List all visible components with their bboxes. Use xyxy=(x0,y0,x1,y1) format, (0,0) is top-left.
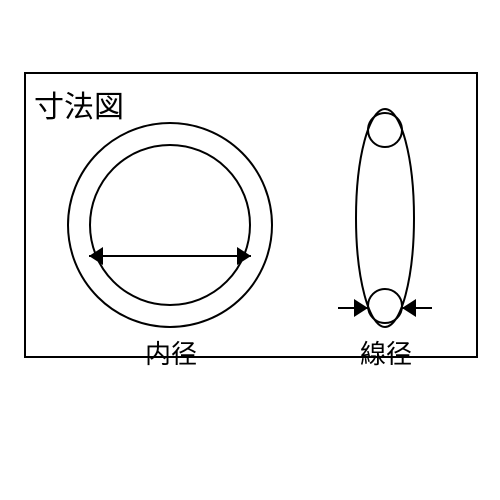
side-section-top-icon xyxy=(368,113,402,147)
side-section-bottom-icon xyxy=(368,289,402,323)
diagram-title: 寸法図 xyxy=(34,82,124,126)
inner-dia-label: 内径 xyxy=(145,334,197,371)
wire-dia-arrow-left xyxy=(354,299,368,317)
front-ring-inner xyxy=(89,144,251,306)
side-ellipse-icon xyxy=(356,109,414,327)
wire-dia-label: 線径 xyxy=(360,334,412,371)
inner-dia-dim-line xyxy=(89,255,251,257)
inner-dia-arrow-left xyxy=(89,247,103,265)
inner-dia-arrow-right xyxy=(237,247,251,265)
diagram-canvas: 寸法図 内径 線径 xyxy=(0,0,500,500)
wire-dia-arrow-right xyxy=(402,299,416,317)
